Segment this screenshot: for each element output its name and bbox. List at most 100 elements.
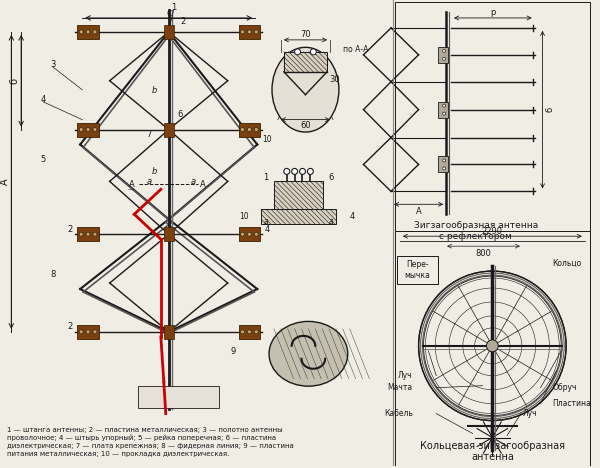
Text: A: A bbox=[128, 180, 134, 189]
Bar bbox=[284, 52, 327, 72]
Text: б: б bbox=[546, 107, 555, 112]
Bar bbox=[438, 102, 448, 117]
Text: Кольцо: Кольцо bbox=[553, 259, 581, 268]
Bar bbox=[395, 2, 590, 231]
Bar bbox=[77, 123, 99, 137]
Circle shape bbox=[241, 128, 244, 132]
Text: А: А bbox=[416, 207, 421, 216]
Text: 4: 4 bbox=[350, 212, 355, 221]
Circle shape bbox=[487, 340, 498, 352]
Circle shape bbox=[86, 128, 90, 132]
Circle shape bbox=[86, 330, 90, 334]
Text: —: — bbox=[128, 186, 135, 192]
FancyBboxPatch shape bbox=[138, 386, 219, 408]
Circle shape bbox=[247, 30, 251, 34]
Circle shape bbox=[247, 128, 251, 132]
Text: 30: 30 bbox=[329, 75, 340, 84]
Circle shape bbox=[254, 128, 258, 132]
Circle shape bbox=[79, 330, 83, 334]
Bar bbox=[438, 156, 448, 172]
Text: 4: 4 bbox=[40, 95, 46, 104]
Text: 2: 2 bbox=[68, 225, 73, 234]
Circle shape bbox=[254, 30, 258, 34]
Text: Кольцевая зигзагообразная
антенна: Кольцевая зигзагообразная антенна bbox=[420, 440, 565, 462]
Circle shape bbox=[443, 167, 446, 170]
Circle shape bbox=[310, 49, 316, 55]
Text: А: А bbox=[1, 179, 10, 185]
Circle shape bbox=[247, 330, 251, 334]
Text: 60: 60 bbox=[300, 121, 311, 130]
Circle shape bbox=[86, 30, 90, 34]
Text: а: а bbox=[329, 217, 334, 226]
Text: а: а bbox=[264, 217, 268, 226]
Bar bbox=[261, 209, 336, 224]
Bar bbox=[77, 325, 99, 339]
Bar bbox=[77, 227, 99, 241]
Text: a: a bbox=[146, 177, 152, 186]
Bar bbox=[164, 123, 173, 137]
Circle shape bbox=[241, 330, 244, 334]
Text: b: b bbox=[151, 86, 157, 95]
Circle shape bbox=[424, 276, 561, 416]
Bar bbox=[164, 25, 173, 39]
Text: A: A bbox=[200, 180, 206, 189]
Text: 6: 6 bbox=[178, 110, 183, 119]
Circle shape bbox=[241, 30, 244, 34]
Text: б: б bbox=[9, 78, 19, 84]
Circle shape bbox=[443, 57, 446, 60]
Circle shape bbox=[292, 168, 298, 175]
Ellipse shape bbox=[272, 47, 339, 132]
Circle shape bbox=[284, 168, 290, 175]
Bar bbox=[239, 227, 260, 241]
Text: 800: 800 bbox=[476, 249, 491, 258]
Text: Обруч: Обруч bbox=[553, 383, 577, 392]
Bar bbox=[397, 256, 438, 284]
Circle shape bbox=[241, 232, 244, 236]
Circle shape bbox=[299, 168, 305, 175]
Bar bbox=[395, 231, 590, 467]
Text: р: р bbox=[491, 8, 496, 17]
Bar bbox=[239, 325, 260, 339]
Text: 7: 7 bbox=[146, 130, 152, 139]
Circle shape bbox=[254, 330, 258, 334]
Text: Пере-
мычка: Пере- мычка bbox=[404, 260, 431, 280]
Circle shape bbox=[79, 232, 83, 236]
Text: b: b bbox=[151, 167, 157, 176]
Text: место подключения
провода к кабелю: место подключения провода к кабелю bbox=[148, 391, 210, 402]
Text: Луч: Луч bbox=[398, 371, 413, 380]
Bar bbox=[239, 25, 260, 39]
Circle shape bbox=[86, 232, 90, 236]
Circle shape bbox=[93, 128, 97, 132]
Text: 2: 2 bbox=[68, 322, 73, 331]
Circle shape bbox=[443, 104, 446, 107]
Text: пo А-А: пo А-А bbox=[343, 45, 368, 54]
Bar bbox=[77, 25, 99, 39]
Text: Зигзагообразная антенна
с рефлектором: Зигзагообразная антенна с рефлектором bbox=[413, 221, 538, 241]
Circle shape bbox=[443, 112, 446, 115]
Bar bbox=[274, 182, 323, 209]
Bar bbox=[164, 227, 173, 241]
Text: 4: 4 bbox=[265, 225, 270, 234]
Bar bbox=[239, 123, 260, 137]
Text: a: a bbox=[191, 177, 196, 186]
Text: 8: 8 bbox=[50, 270, 55, 278]
Circle shape bbox=[79, 30, 83, 34]
Text: Кабель: Кабель bbox=[384, 409, 413, 418]
Bar bbox=[438, 47, 448, 63]
Circle shape bbox=[79, 128, 83, 132]
Text: Пластина: Пластина bbox=[553, 399, 591, 408]
Circle shape bbox=[443, 159, 446, 162]
Text: Мачта: Мачта bbox=[388, 383, 413, 392]
Circle shape bbox=[93, 330, 97, 334]
Text: 6: 6 bbox=[328, 173, 334, 182]
Ellipse shape bbox=[269, 322, 348, 386]
Text: 1: 1 bbox=[263, 173, 269, 182]
Circle shape bbox=[443, 49, 446, 52]
Text: 10: 10 bbox=[262, 135, 272, 144]
Text: 2290: 2290 bbox=[482, 227, 503, 236]
Circle shape bbox=[93, 232, 97, 236]
Text: 1 — штанга антенны; 2 — пластина металлическая; 3 — полотно антенны
проволочное;: 1 — штанга антенны; 2 — пластина металли… bbox=[7, 426, 294, 457]
Text: 5: 5 bbox=[40, 155, 46, 164]
Text: 2: 2 bbox=[181, 17, 186, 26]
Circle shape bbox=[307, 168, 313, 175]
